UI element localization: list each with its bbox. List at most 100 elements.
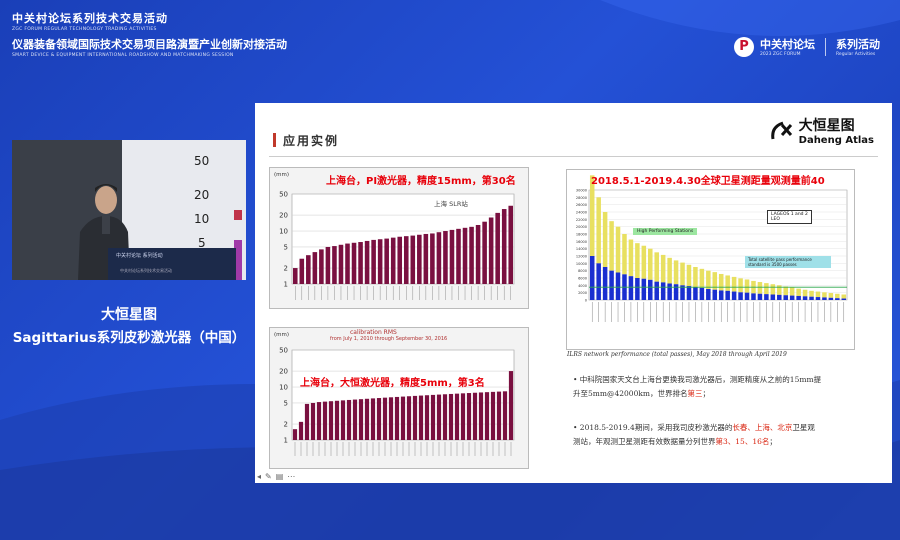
y-tick-label: 1 [284, 281, 288, 289]
bar-leo [628, 239, 634, 277]
bar [502, 391, 508, 440]
bar-leo [783, 286, 788, 296]
bullet2-text-c: 测站，年观测卫星测距有效数据量分列世界 [573, 437, 716, 446]
y-tick-label: 2000 [578, 291, 587, 295]
company-caption: 大恒星图 [101, 307, 157, 323]
bar-leo [686, 264, 692, 287]
bar-lageos [764, 294, 769, 300]
bar-lageos [725, 290, 730, 300]
bar-leo [712, 272, 718, 290]
y-tick-label: 20000 [576, 225, 587, 229]
bar-leo [731, 276, 737, 292]
bar-lageos [777, 294, 782, 300]
bar-leo [796, 288, 801, 296]
bar [443, 231, 448, 284]
bar-lageos [751, 293, 756, 300]
chart2-subtitle: calibration RMS [350, 329, 397, 336]
bar [400, 396, 406, 440]
bar [442, 394, 448, 440]
plot-area [588, 189, 848, 301]
bullet2-highlight-cities: 长春、上海、北京 [732, 423, 793, 432]
bar-leo [777, 285, 782, 295]
bar-leo [589, 175, 595, 256]
event-title: 中关村论坛系列技术交易活动 [12, 12, 168, 25]
bar [298, 421, 304, 440]
bar-leo [757, 282, 763, 294]
bar-lageos [815, 297, 821, 300]
podium-subtext: 中关村论坛系列技术交易活动 [120, 268, 172, 273]
prev-icon[interactable]: ◂ [257, 472, 262, 481]
bar-lageos [841, 298, 847, 300]
title-accent-bar [273, 133, 276, 147]
chart3-legend: LAGEOS 1 and 2 LEO [767, 210, 812, 224]
chart2-date-range: from July 1, 2010 through September 30, … [330, 336, 448, 342]
bar [346, 399, 352, 440]
bar [332, 246, 337, 284]
bar-leo [835, 293, 840, 299]
bar-leo [667, 257, 672, 284]
bar [417, 234, 422, 284]
podium: 中关村论坛 系列活动 [108, 248, 236, 280]
chart-daheng-laser: 1 2 5 10 20 50 [279, 347, 515, 456]
bar [377, 239, 383, 284]
slides-icon[interactable]: ▤ [275, 472, 284, 481]
bar [352, 399, 358, 440]
bar-leo [602, 212, 608, 267]
bar-leo [693, 267, 698, 288]
chart-pi-laser: 1 2 5 10 20 50 [279, 191, 515, 300]
bar-lageos [699, 287, 705, 300]
chart2-title: 上海台，大恒激光器，精度5mm，第3名 [300, 378, 485, 389]
y-tick-label: 10000 [576, 262, 587, 266]
bar [424, 395, 430, 440]
chart3-box-high: High Performing Stations [633, 228, 698, 235]
bar [482, 221, 487, 284]
y-tick-label: 10 [279, 384, 288, 392]
bar-leo [622, 234, 627, 275]
bar [448, 393, 454, 440]
bar-leo [828, 293, 834, 298]
bar [403, 236, 409, 284]
star-logo-icon [770, 121, 792, 139]
event-header: 中关村论坛系列技术交易活动 ZGC FORUM REGULAR TECHNOLO… [12, 10, 287, 58]
podium-text: 中关村论坛 系列活动 [116, 253, 163, 259]
bar-lageos [738, 292, 743, 300]
bullet2-text-b: 卫星观 [792, 423, 815, 432]
bar-leo [738, 278, 743, 293]
series-label: 系列活动 [836, 38, 880, 51]
bar-lageos [686, 286, 692, 300]
title-rule [269, 156, 878, 157]
bar [394, 396, 400, 440]
bar-lageos [770, 294, 776, 300]
y-tick-label: 20 [279, 212, 288, 220]
bar [466, 393, 472, 440]
event-subtitle-en: SMART DEVICE & EQUIPMENT INTERNATIONAL R… [12, 53, 234, 58]
bar-leo [699, 268, 705, 288]
bar [436, 232, 442, 284]
wall-bar [234, 240, 242, 280]
more-icon[interactable]: ⋯ [287, 472, 296, 481]
bar [384, 238, 389, 284]
bar-lageos [802, 296, 808, 300]
bar [325, 246, 331, 284]
bar [358, 242, 363, 284]
chart1-title: 上海台，PI激光器，精度15mm，第30名 [326, 176, 516, 187]
y-tick-label: 5 [284, 243, 288, 251]
chart1-unit: (mm) [274, 172, 290, 178]
bar-lageos [789, 295, 795, 300]
chart-panel-ilrs: 0 2000 4000 6000 8000 10000 12000 14000 16000 180… [566, 169, 855, 350]
legend-lageos: LAGEOS 1 and 2 [771, 212, 808, 217]
y-tick-label: 30000 [576, 189, 587, 193]
bar-lageos [757, 293, 763, 300]
bar [460, 393, 466, 440]
bullet-stations: • 2018.5-2019.4期间，采用我司皮秒激光器的长春、上海、北京卫星观 … [573, 421, 873, 449]
bar [351, 242, 357, 284]
bar [338, 244, 344, 284]
bar-leo [809, 290, 814, 297]
logo-en: Daheng Atlas [798, 135, 874, 146]
pen-icon[interactable]: ✎ [265, 472, 272, 481]
bar-leo [815, 291, 821, 298]
chart3-box-standard: Total satellite pass performance standar… [745, 256, 831, 268]
bar-leo [789, 287, 795, 296]
speaker-video: 50 20 10 5 中关村论坛 系列活动 中关村论坛系列技术交易活动 [12, 140, 246, 280]
bar-lageos [693, 287, 698, 300]
